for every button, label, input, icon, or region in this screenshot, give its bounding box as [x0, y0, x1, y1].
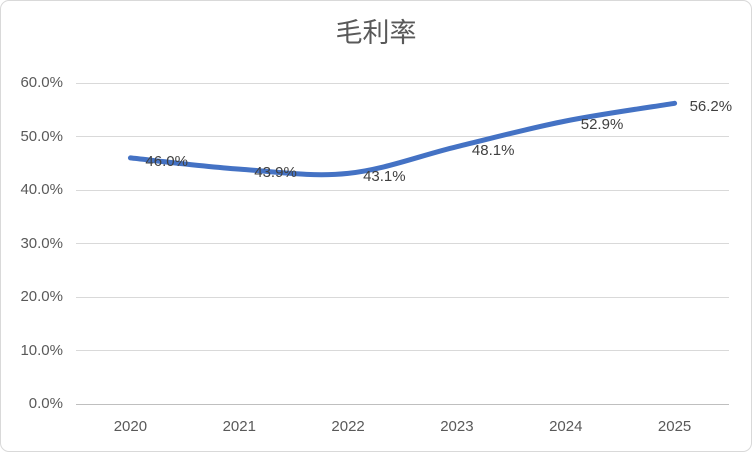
data-label: 43.1%: [363, 168, 406, 186]
data-label: 48.1%: [471, 141, 515, 159]
y-gridline: [76, 243, 729, 244]
y-axis-tick-label: 10.0%: [20, 341, 63, 359]
x-axis-tick-label: 2023: [440, 418, 474, 435]
y-axis-tick-label: 60.0%: [20, 74, 63, 91]
data-label: 43.9%: [254, 164, 297, 182]
y-axis-tick-label: 0.0%: [28, 395, 63, 412]
y-gridline: [76, 136, 729, 137]
y-gridline: [76, 350, 729, 351]
y-gridline: [76, 82, 729, 84]
y-axis-tick-label: 20.0%: [20, 288, 63, 305]
data-label: 56.2%: [689, 98, 733, 116]
y-axis-tick-label: 50.0%: [20, 127, 63, 145]
y-axis-tick-label: 40.0%: [20, 181, 63, 198]
x-axis-tick-label: 2021: [222, 418, 256, 435]
data-label: 52.9%: [580, 115, 624, 133]
y-axis-tick-label: 30.0%: [20, 234, 63, 252]
x-axis-tick-label: 2024: [549, 418, 583, 435]
y-gridline: [76, 189, 729, 191]
series-line: [127, 100, 678, 178]
y-gridline: [76, 296, 729, 298]
x-axis-tick-label: 2020: [113, 418, 148, 435]
x-axis-tick-label: 2022: [331, 418, 365, 435]
chart-title: 毛利率: [335, 18, 417, 48]
data-label: 46.0%: [145, 152, 188, 170]
x-axis-line: [76, 403, 729, 405]
x-axis-tick-label: 2025: [657, 418, 692, 435]
